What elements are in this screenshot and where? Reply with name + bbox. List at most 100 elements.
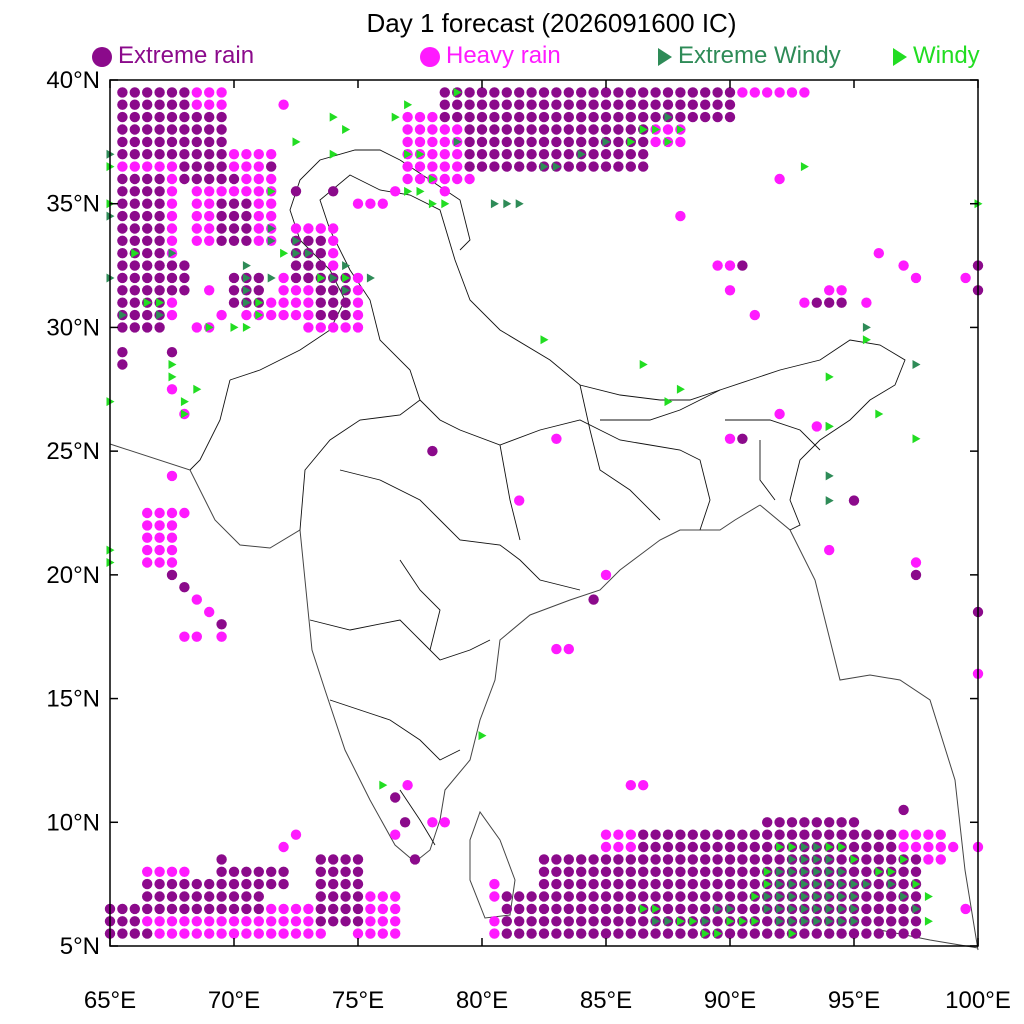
heavy-rain-marker: [253, 235, 264, 246]
extreme-rain-marker: [117, 124, 128, 135]
extreme-rain-marker: [303, 235, 314, 246]
extreme-rain-marker: [166, 891, 178, 902]
heavy-rain-marker: [154, 916, 165, 927]
windy-marker: [714, 929, 723, 939]
extreme-rain-marker: [563, 149, 574, 160]
extreme-rain-marker: [117, 136, 128, 148]
windy-marker: [924, 916, 933, 926]
heavy-rain-marker: [191, 186, 202, 197]
extreme-rain-marker: [476, 149, 488, 160]
extreme-rain-marker: [241, 866, 252, 877]
extreme-rain-marker: [204, 878, 215, 890]
extreme-rain-marker: [154, 210, 165, 222]
extreme-rain-marker: [117, 235, 128, 246]
heavy-rain-marker: [303, 928, 314, 939]
extreme-rain-marker: [576, 87, 587, 98]
extreme-rain-marker: [576, 916, 587, 927]
heavy-rain-marker: [241, 916, 252, 927]
extreme-rain-marker: [625, 161, 636, 172]
extreme-rain-marker: [675, 928, 686, 939]
extreme-rain-marker: [613, 161, 624, 172]
extreme-rain-marker: [675, 903, 686, 915]
extreme-rain-marker: [228, 235, 240, 246]
extreme-rain-marker: [340, 891, 351, 902]
extreme-rain-marker: [154, 235, 165, 246]
extreme-windy-marker: [850, 879, 859, 889]
extreme-rain-marker: [154, 878, 165, 890]
extreme-rain-marker: [191, 173, 202, 185]
extreme-windy-marker: [168, 248, 177, 258]
extreme-rain-marker: [551, 136, 562, 148]
extreme-rain-marker: [526, 87, 537, 98]
extreme-rain-marker: [600, 903, 612, 915]
heavy-rain-marker: [414, 111, 426, 123]
heavy-rain-marker: [675, 210, 686, 222]
extreme-rain-marker: [315, 235, 326, 246]
heavy-rain-marker: [278, 841, 289, 853]
extreme-rain-marker: [191, 124, 202, 135]
heavy-rain-marker: [439, 186, 450, 197]
heavy-rain-marker: [191, 198, 202, 209]
extreme-rain-marker: [898, 866, 909, 877]
extreme-rain-marker: [737, 829, 748, 840]
extreme-rain-marker: [328, 854, 339, 865]
windy-marker: [329, 112, 338, 122]
extreme-rain-marker: [638, 136, 649, 148]
extreme-rain-marker: [142, 248, 153, 259]
extreme-rain-marker: [154, 149, 165, 160]
extreme-windy-marker: [763, 892, 772, 902]
extreme-rain-marker: [551, 854, 562, 865]
heavy-rain-marker: [774, 173, 785, 185]
extreme-rain-marker: [675, 891, 686, 902]
coastline-arabian-sea: [109, 443, 761, 863]
extreme-rain-marker: [216, 210, 227, 222]
extreme-rain-marker: [588, 866, 599, 877]
heavy-rain-marker: [204, 606, 215, 618]
windy-marker: [875, 867, 884, 877]
extreme-rain-marker: [191, 111, 202, 123]
extreme-rain-marker: [538, 903, 550, 915]
windy-marker: [875, 409, 884, 419]
extreme-rain-marker: [538, 854, 550, 865]
extreme-rain-marker: [142, 198, 153, 209]
heavy-rain-marker: [278, 99, 289, 110]
heavy-rain-marker: [166, 384, 178, 395]
extreme-rain-marker: [228, 210, 240, 222]
extreme-rain-marker: [514, 99, 525, 110]
heavy-rain-marker: [352, 322, 364, 333]
windy-marker: [428, 199, 437, 209]
y-tick-label: 25°N: [46, 438, 100, 465]
extreme-rain-marker: [166, 569, 178, 581]
heavy-rain-marker: [241, 928, 252, 939]
extreme-rain-marker: [588, 161, 599, 172]
extreme-rain-marker: [464, 111, 475, 123]
extreme-rain-marker: [910, 854, 922, 865]
extreme-rain-marker: [191, 149, 202, 160]
extreme-rain-marker: [588, 854, 599, 865]
extreme-rain-marker: [811, 928, 822, 939]
extreme-rain-marker: [588, 916, 599, 927]
heavy-rain-marker: [266, 210, 277, 222]
extreme-rain-marker: [142, 285, 153, 296]
extreme-rain-marker: [762, 916, 773, 927]
extreme-rain-marker: [861, 854, 872, 865]
heavy-rain-marker: [204, 210, 215, 222]
heavy-rain-marker: [613, 829, 624, 840]
heavy-rain-marker: [749, 309, 760, 321]
extreme-rain-marker: [675, 878, 686, 890]
extreme-windy-marker: [838, 904, 847, 914]
heavy-rain-marker: [600, 829, 612, 840]
extreme-rain-marker: [216, 903, 227, 915]
extreme-rain-marker: [724, 891, 736, 902]
heavy-rain-marker: [253, 210, 264, 222]
heavy-rain-marker: [216, 631, 227, 642]
windy-marker: [391, 112, 400, 122]
extreme-rain-marker: [290, 272, 302, 284]
extreme-rain-marker: [588, 99, 599, 110]
extreme-rain-marker: [600, 878, 612, 890]
extreme-rain-marker: [588, 124, 599, 135]
extreme-rain-marker: [352, 878, 364, 890]
extreme-rain-marker: [204, 149, 215, 160]
extreme-rain-marker: [662, 87, 674, 98]
extreme-rain-marker: [687, 891, 698, 902]
